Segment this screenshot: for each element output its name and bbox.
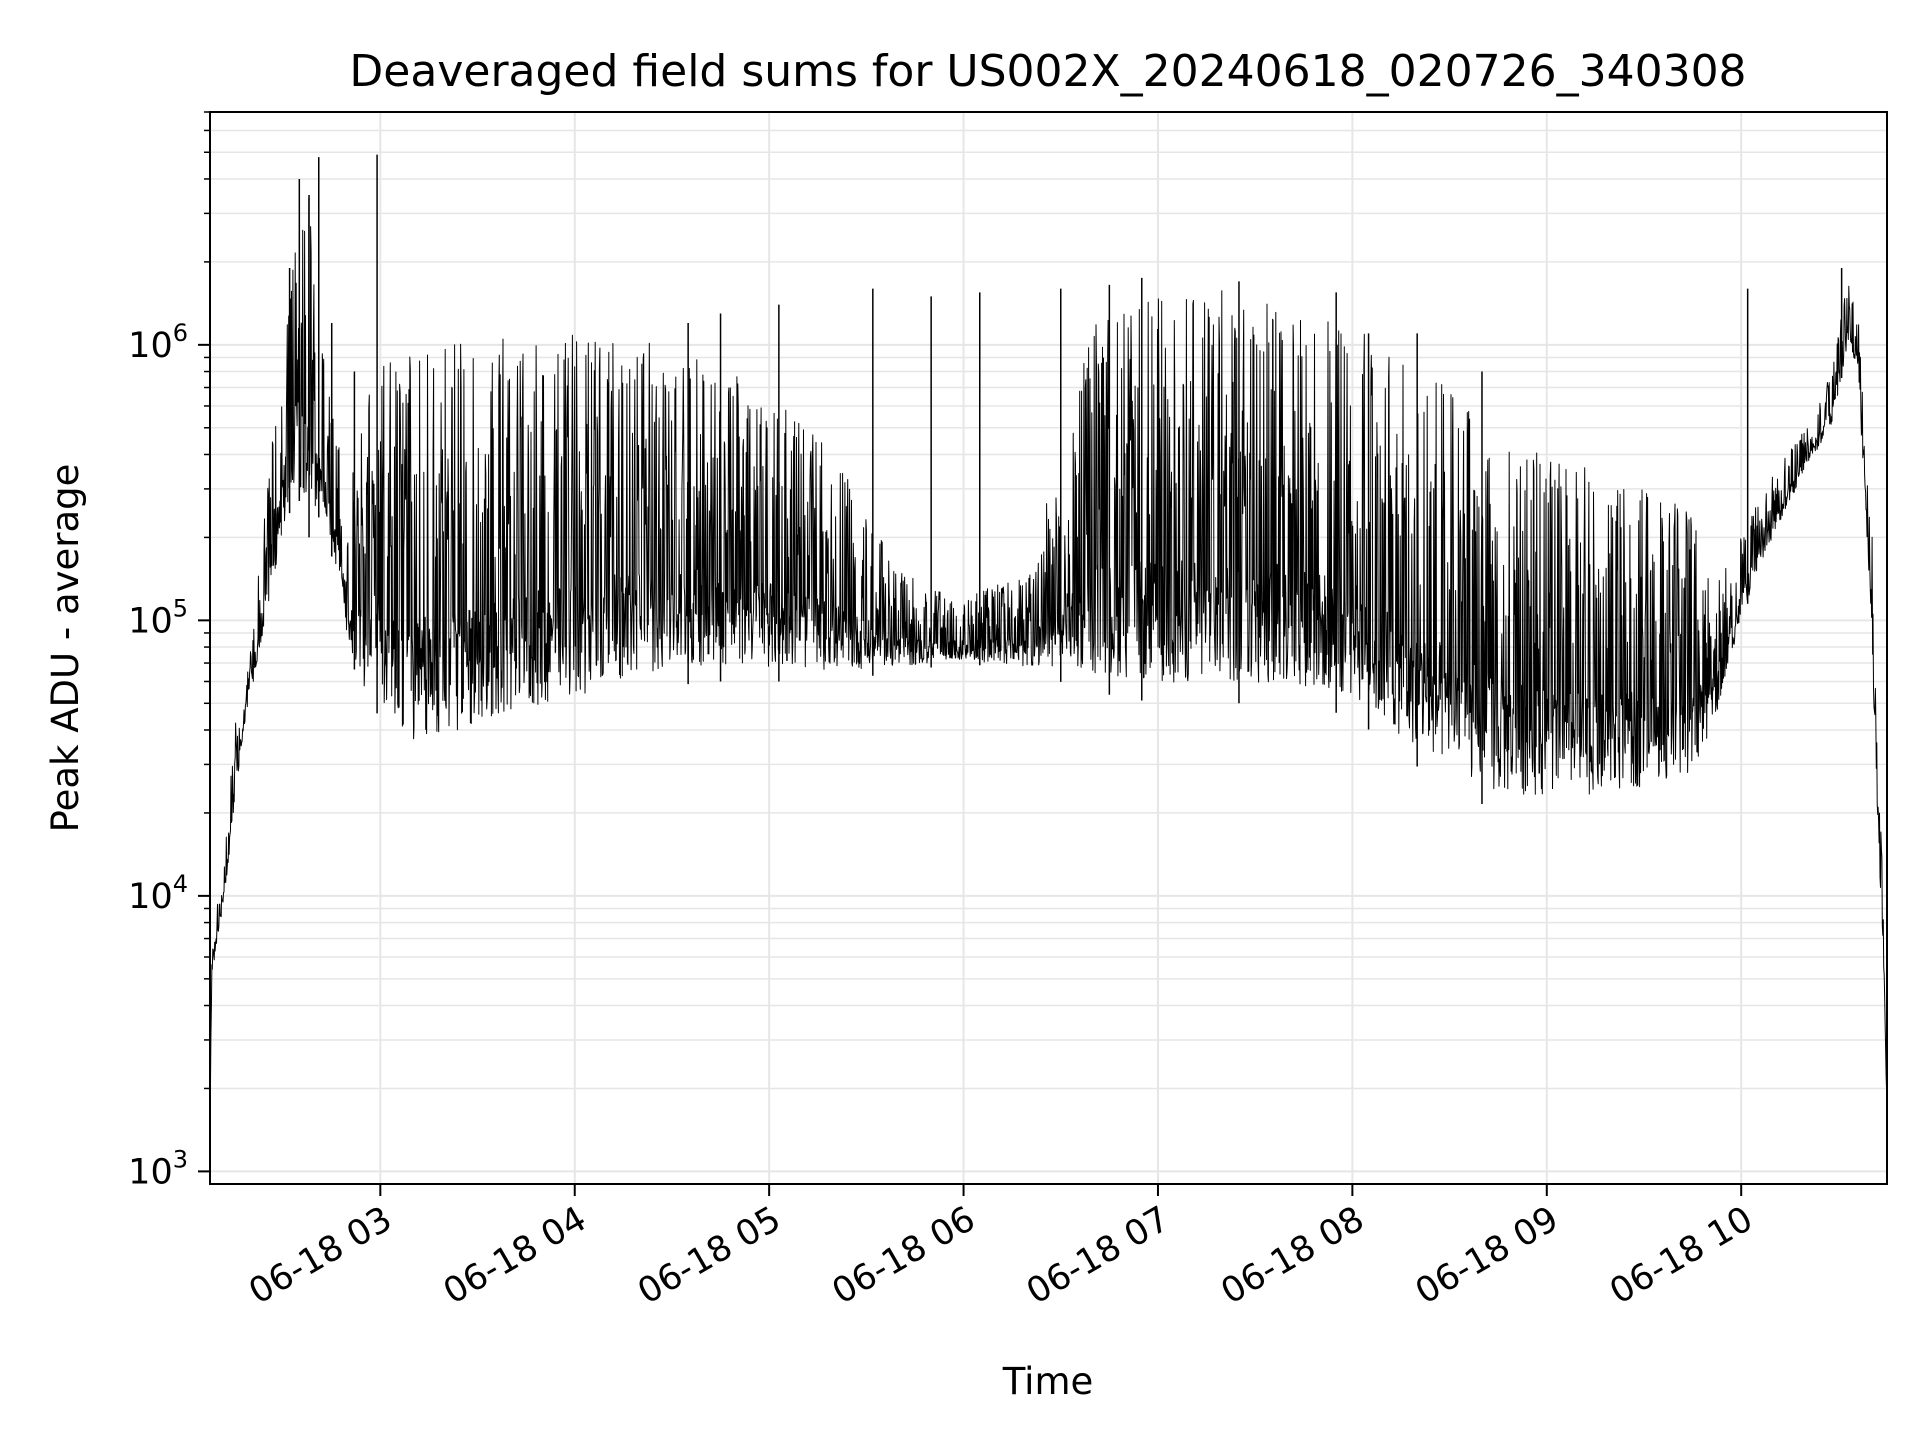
plot-frame (209, 111, 1888, 1185)
y-tick-label: 105 (128, 594, 188, 641)
y-axis-label: Peak ADU - average (44, 464, 87, 833)
series-line (209, 197, 1888, 1123)
chart-title: Deaveraged field sums for US002X_2024061… (349, 46, 1746, 97)
y-tick-label: 103 (128, 1145, 188, 1192)
data-layer (209, 154, 1888, 1123)
x-axis-label: Time (1002, 1360, 1094, 1403)
grid (210, 111, 1887, 1184)
y-tick-label: 106 (128, 319, 188, 366)
y-tick-label: 104 (128, 870, 188, 917)
